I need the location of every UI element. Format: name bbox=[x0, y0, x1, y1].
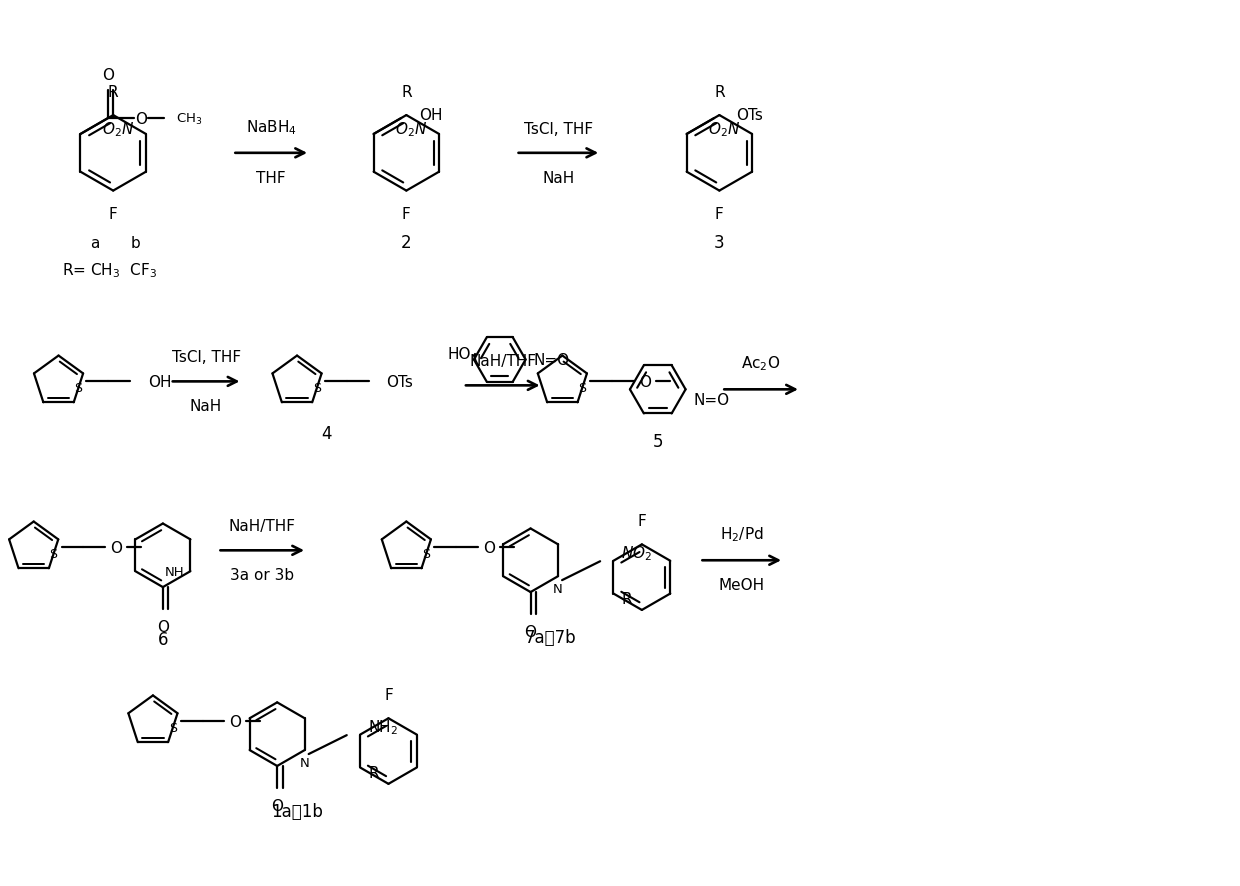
Text: OTs: OTs bbox=[737, 107, 763, 122]
Text: O: O bbox=[135, 112, 146, 127]
Text: F: F bbox=[715, 207, 724, 222]
Text: N=O: N=O bbox=[533, 353, 569, 368]
Text: $O_2N$: $O_2N$ bbox=[708, 120, 740, 139]
Text: O: O bbox=[102, 68, 114, 83]
Text: THF: THF bbox=[257, 170, 286, 185]
Text: OH: OH bbox=[419, 107, 443, 122]
Text: O: O bbox=[639, 375, 651, 390]
Text: 5: 5 bbox=[652, 432, 663, 450]
Text: O: O bbox=[272, 798, 283, 812]
Text: 6: 6 bbox=[157, 630, 169, 648]
Text: MeOH: MeOH bbox=[719, 578, 765, 593]
Text: R: R bbox=[621, 591, 632, 606]
Text: R: R bbox=[108, 85, 119, 100]
Text: O: O bbox=[525, 624, 537, 639]
Text: NaBH$_4$: NaBH$_4$ bbox=[246, 118, 296, 136]
Text: S: S bbox=[50, 548, 57, 561]
Text: 1a、1b: 1a、1b bbox=[272, 802, 322, 820]
Text: 3: 3 bbox=[714, 234, 724, 252]
Text: O: O bbox=[482, 540, 495, 556]
Text: S: S bbox=[74, 382, 82, 395]
Text: R: R bbox=[401, 85, 412, 100]
Text: TsCl, THF: TsCl, THF bbox=[523, 121, 593, 136]
Text: S: S bbox=[423, 548, 430, 561]
Text: CH$_3$: CH$_3$ bbox=[176, 112, 202, 127]
Text: NaH: NaH bbox=[190, 399, 222, 414]
Text: F: F bbox=[402, 207, 410, 222]
Text: N: N bbox=[300, 756, 310, 769]
Text: HO: HO bbox=[448, 346, 471, 361]
Text: R: R bbox=[714, 85, 724, 100]
Text: NaH/THF: NaH/THF bbox=[228, 519, 296, 534]
Text: S: S bbox=[312, 382, 321, 395]
Text: OH: OH bbox=[148, 375, 171, 390]
Text: b: b bbox=[130, 236, 140, 251]
Text: 3a or 3b: 3a or 3b bbox=[231, 568, 294, 583]
Text: 2: 2 bbox=[401, 234, 412, 252]
Text: N: N bbox=[553, 582, 563, 595]
Text: R= CH$_3$  CF$_3$: R= CH$_3$ CF$_3$ bbox=[62, 261, 156, 280]
Text: F: F bbox=[384, 688, 393, 703]
Text: a: a bbox=[91, 236, 100, 251]
Text: NH: NH bbox=[165, 565, 185, 578]
Text: F: F bbox=[109, 207, 118, 222]
Text: NaH/THF: NaH/THF bbox=[469, 354, 536, 369]
Text: H$_2$/Pd: H$_2$/Pd bbox=[720, 525, 764, 544]
Text: 7a、7b: 7a、7b bbox=[525, 628, 577, 646]
Text: 4: 4 bbox=[321, 424, 332, 443]
Text: S: S bbox=[578, 382, 587, 395]
Text: F: F bbox=[637, 514, 646, 529]
Text: Ac$_2$O: Ac$_2$O bbox=[742, 354, 781, 373]
Text: S: S bbox=[169, 721, 177, 734]
Text: TsCl, THF: TsCl, THF bbox=[171, 350, 241, 365]
Text: O: O bbox=[110, 540, 123, 556]
Text: $O_2N$: $O_2N$ bbox=[394, 120, 427, 139]
Text: OTs: OTs bbox=[387, 375, 413, 390]
Text: R: R bbox=[368, 765, 378, 780]
Text: $O_2N$: $O_2N$ bbox=[102, 120, 134, 139]
Text: NaH: NaH bbox=[542, 170, 574, 185]
Text: NH$_2$: NH$_2$ bbox=[368, 718, 398, 736]
Text: O: O bbox=[229, 714, 242, 729]
Text: $NO_2$: $NO_2$ bbox=[621, 544, 652, 563]
Text: N=O: N=O bbox=[693, 392, 729, 408]
Text: O: O bbox=[157, 619, 169, 634]
